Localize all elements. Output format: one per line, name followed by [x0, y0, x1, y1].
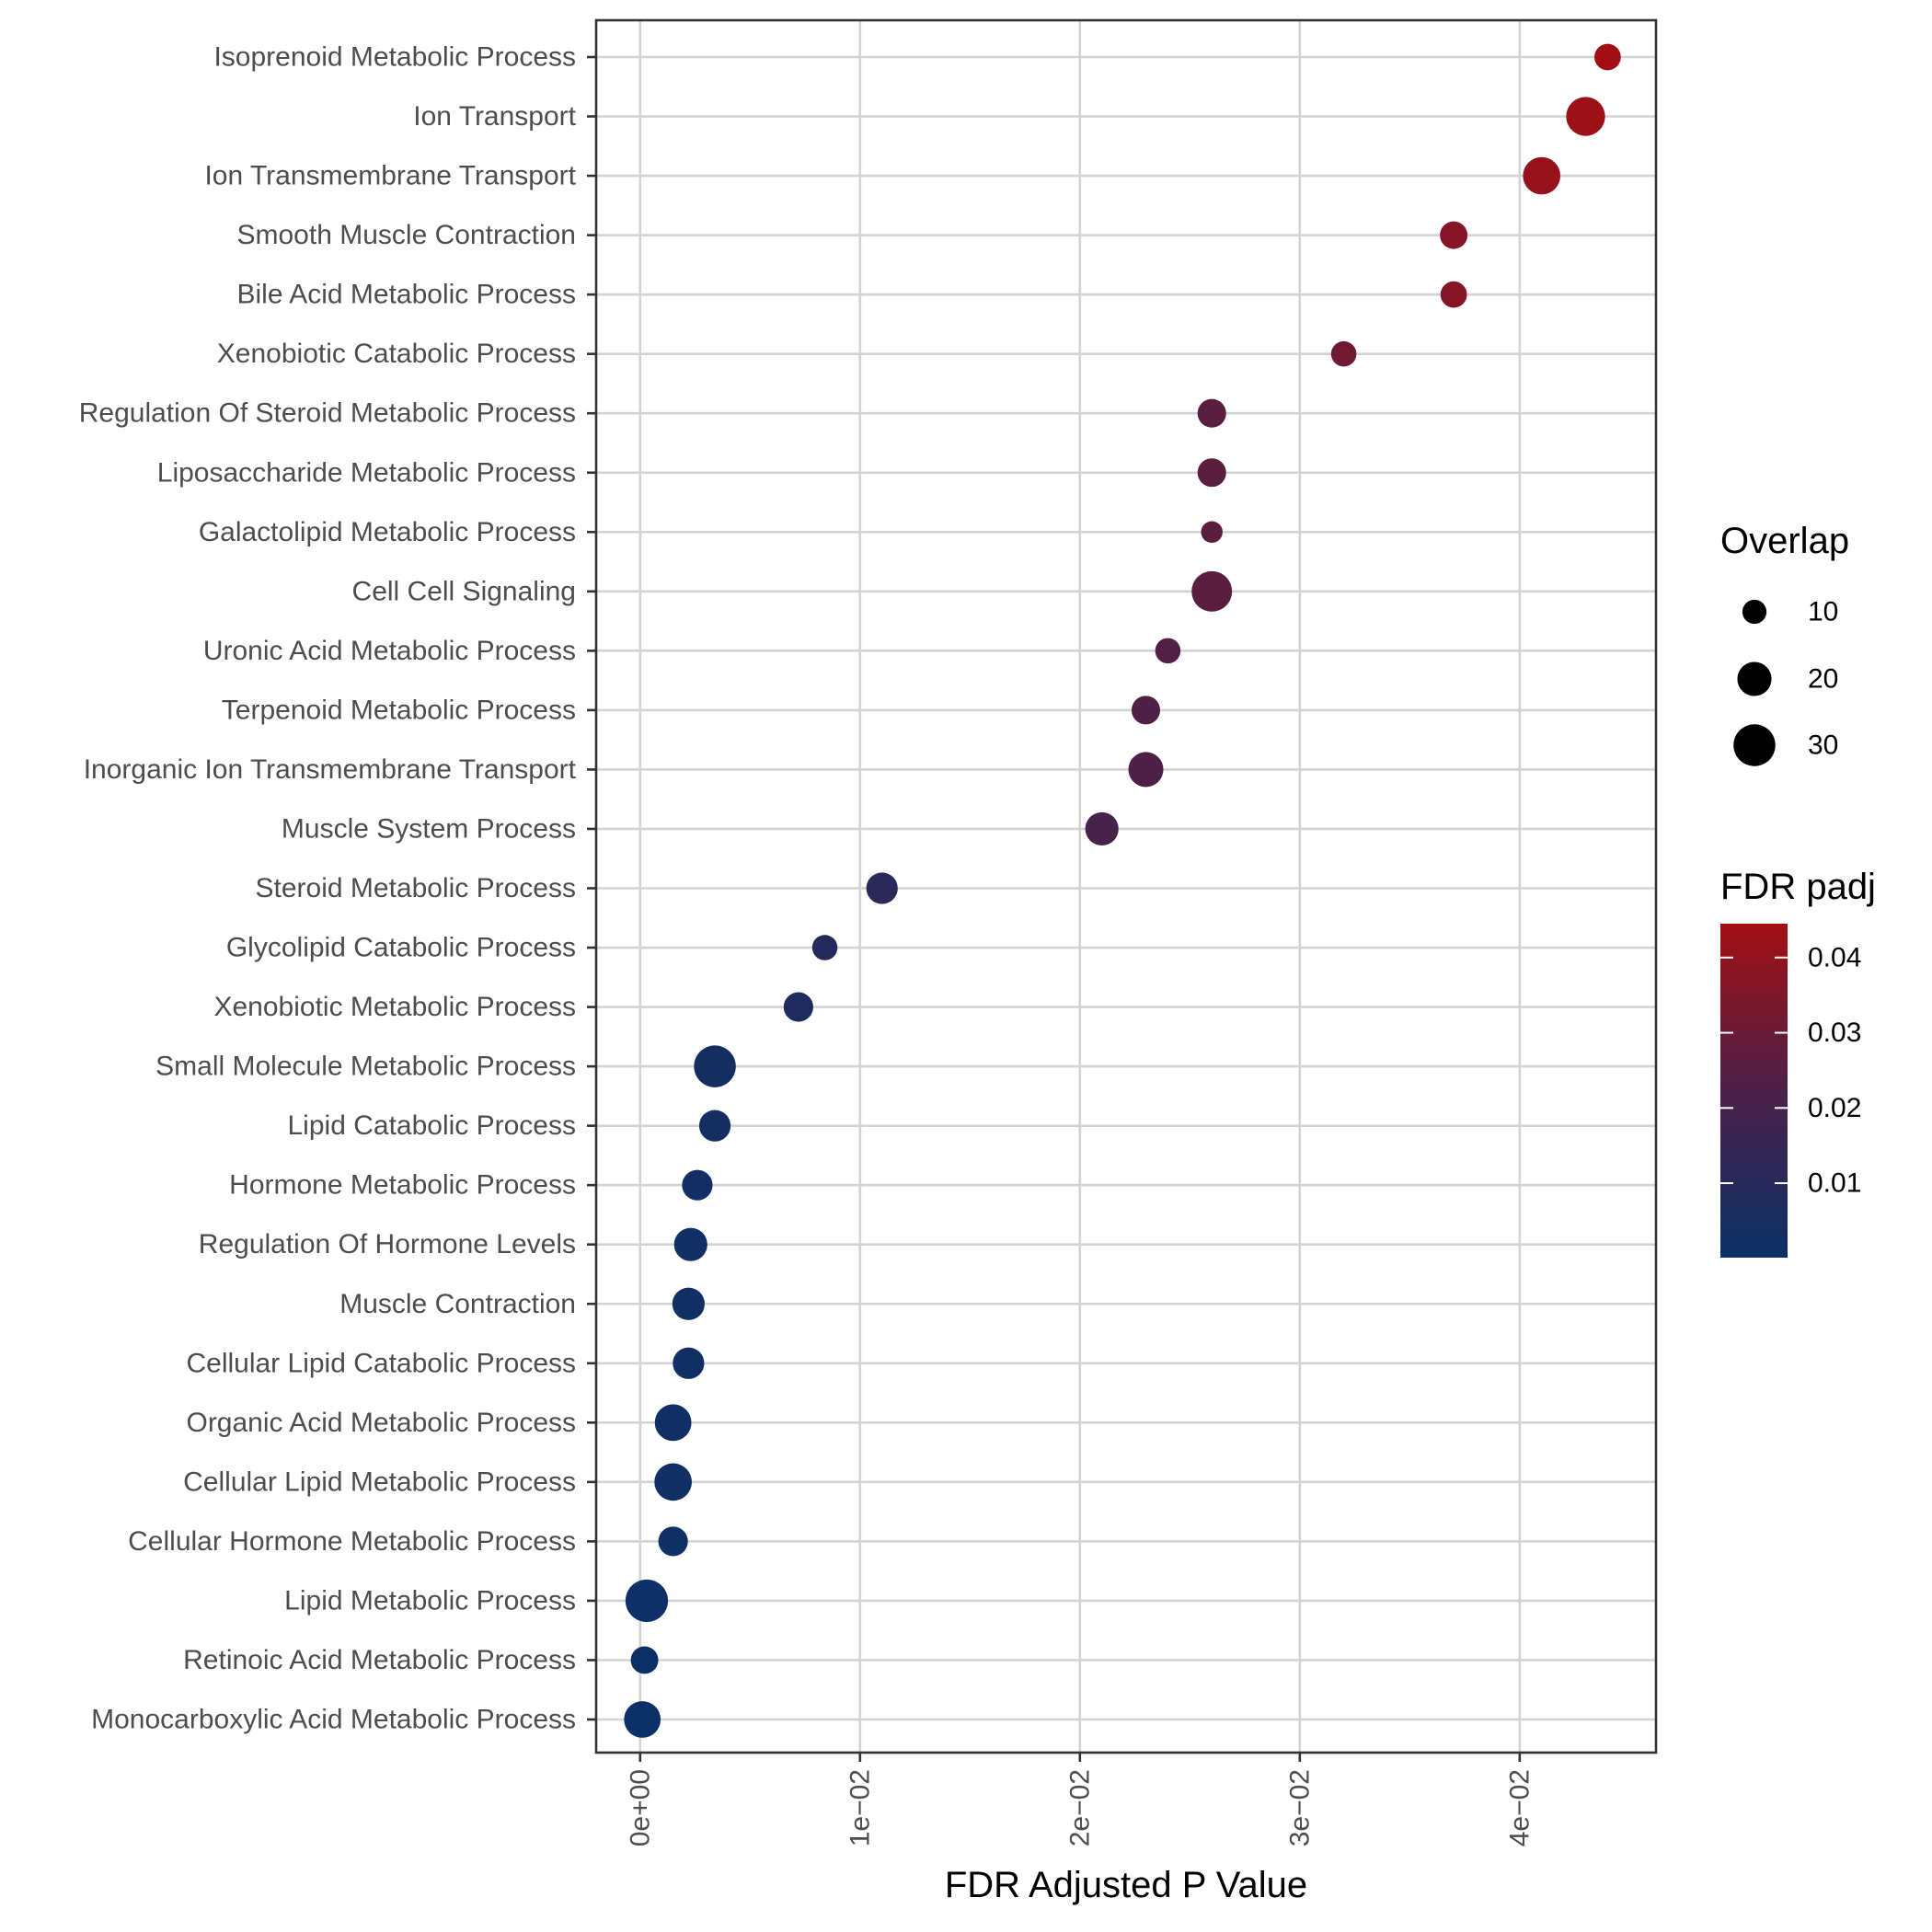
y-tick-label: Cellular Hormone Metabolic Process: [128, 1526, 576, 1557]
y-tick-label: Ion Transmembrane Transport: [204, 161, 576, 191]
data-points: [624, 43, 1621, 1738]
data-point: [682, 1169, 713, 1201]
y-tick-label: Cellular Lipid Catabolic Process: [186, 1348, 576, 1378]
size-legend-key: [1733, 724, 1776, 766]
size-legend-label: 10: [1808, 597, 1838, 627]
y-tick-label: Steroid Metabolic Process: [256, 873, 577, 903]
data-point: [811, 935, 838, 960]
data-point: [1440, 221, 1468, 249]
y-tick-label: Glycolipid Catabolic Process: [226, 933, 576, 963]
x-axis: 0e+00 1e−02 2e−02 3e−02 4e−02: [625, 1753, 1535, 1846]
y-tick-label: Smooth Muscle Contraction: [237, 220, 577, 250]
data-point: [673, 1347, 705, 1379]
x-axis-title: FDR Adjusted P Value: [945, 1865, 1307, 1905]
y-tick-label: Lipid Catabolic Process: [288, 1110, 577, 1141]
y-gridlines: [596, 55, 1656, 1721]
data-point: [1131, 696, 1161, 725]
color-legend-label: 0.03: [1808, 1018, 1861, 1048]
y-tick-label: Hormone Metabolic Process: [229, 1170, 576, 1201]
data-point: [1440, 281, 1467, 308]
x-gridlines: [638, 20, 1522, 1753]
y-tick-label: Small Molecule Metabolic Process: [155, 1052, 576, 1082]
size-legend-label: 30: [1808, 730, 1838, 761]
plot-panel-background: [596, 20, 1656, 1753]
y-tick-label: Muscle Contraction: [339, 1289, 576, 1319]
color-legend-label: 0.04: [1808, 942, 1861, 972]
y-tick-label: Regulation Of Hormone Levels: [199, 1229, 576, 1259]
data-point: [672, 1287, 705, 1320]
y-tick-label: Galactolipid Metabolic Process: [199, 517, 576, 547]
data-point: [1594, 43, 1621, 71]
y-tick-label: Xenobiotic Catabolic Process: [217, 339, 576, 369]
y-tick-label: Cellular Lipid Metabolic Process: [183, 1466, 576, 1497]
y-tick-label: Muscle System Process: [282, 813, 576, 844]
y-tick-label: Inorganic Ion Transmembrane Transport: [84, 754, 577, 785]
data-point: [1155, 638, 1181, 664]
size-legend-title: Overlap: [1720, 521, 1849, 561]
data-point: [1566, 97, 1605, 136]
data-point: [654, 1463, 692, 1501]
y-tick-label: Cell Cell Signaling: [352, 576, 576, 606]
data-point: [1085, 811, 1119, 846]
size-legend-key: [1737, 661, 1772, 696]
data-point: [625, 1579, 669, 1623]
data-point: [624, 1701, 661, 1738]
x-tick-label: 0e+00: [625, 1769, 655, 1846]
data-point: [1330, 340, 1357, 367]
data-point: [783, 992, 813, 1022]
data-point: [1197, 398, 1226, 428]
y-tick-label: Bile Acid Metabolic Process: [237, 280, 577, 310]
x-tick-label: 4e−02: [1504, 1769, 1535, 1846]
y-tick-label: Organic Acid Metabolic Process: [186, 1408, 576, 1438]
data-point: [673, 1227, 707, 1261]
y-tick-label: Regulation Of Steroid Metabolic Process: [79, 398, 576, 429]
y-tick-label: Liposaccharide Metabolic Process: [157, 457, 576, 488]
size-legend: 10 20 30: [1733, 597, 1838, 766]
y-tick-label: Isoprenoid Metabolic Process: [213, 42, 576, 73]
data-point: [1523, 156, 1561, 195]
y-tick-label: Uronic Acid Metabolic Process: [203, 636, 576, 666]
color-legend-label: 0.01: [1808, 1168, 1861, 1199]
y-axis: Isoprenoid Metabolic Process Ion Transpor…: [79, 42, 596, 1735]
data-point: [1201, 521, 1223, 544]
x-tick-label: 2e−02: [1064, 1769, 1095, 1846]
data-point: [866, 872, 898, 904]
y-tick-label: Monocarboxylic Acid Metabolic Process: [91, 1705, 576, 1735]
data-point: [694, 1045, 736, 1087]
size-legend-key: [1742, 599, 1767, 625]
data-point: [1197, 458, 1226, 488]
size-legend-label: 20: [1808, 664, 1838, 695]
y-tick-label: Lipid Metabolic Process: [284, 1585, 576, 1616]
color-legend-label: 0.02: [1808, 1093, 1861, 1123]
data-point: [630, 1646, 659, 1674]
plot-panel-border: [594, 18, 1658, 1754]
data-point: [1128, 752, 1164, 788]
y-tick-label: Retinoic Acid Metabolic Process: [183, 1645, 576, 1675]
data-point: [1191, 570, 1233, 612]
color-legend-ticks: 0.01 0.02 0.03 0.04: [1720, 942, 1861, 1199]
x-tick-label: 1e−02: [845, 1769, 875, 1846]
y-tick-label: Ion Transport: [413, 101, 576, 132]
data-point: [658, 1526, 688, 1557]
data-point: [654, 1404, 692, 1442]
color-legend-title: FDR padj: [1720, 867, 1876, 907]
data-point: [698, 1110, 731, 1142]
y-tick-label: Terpenoid Metabolic Process: [222, 695, 576, 725]
x-tick-label: 3e−02: [1284, 1769, 1315, 1846]
y-tick-label: Xenobiotic Metabolic Process: [213, 992, 576, 1022]
color-legend-bar: [1720, 924, 1788, 1258]
